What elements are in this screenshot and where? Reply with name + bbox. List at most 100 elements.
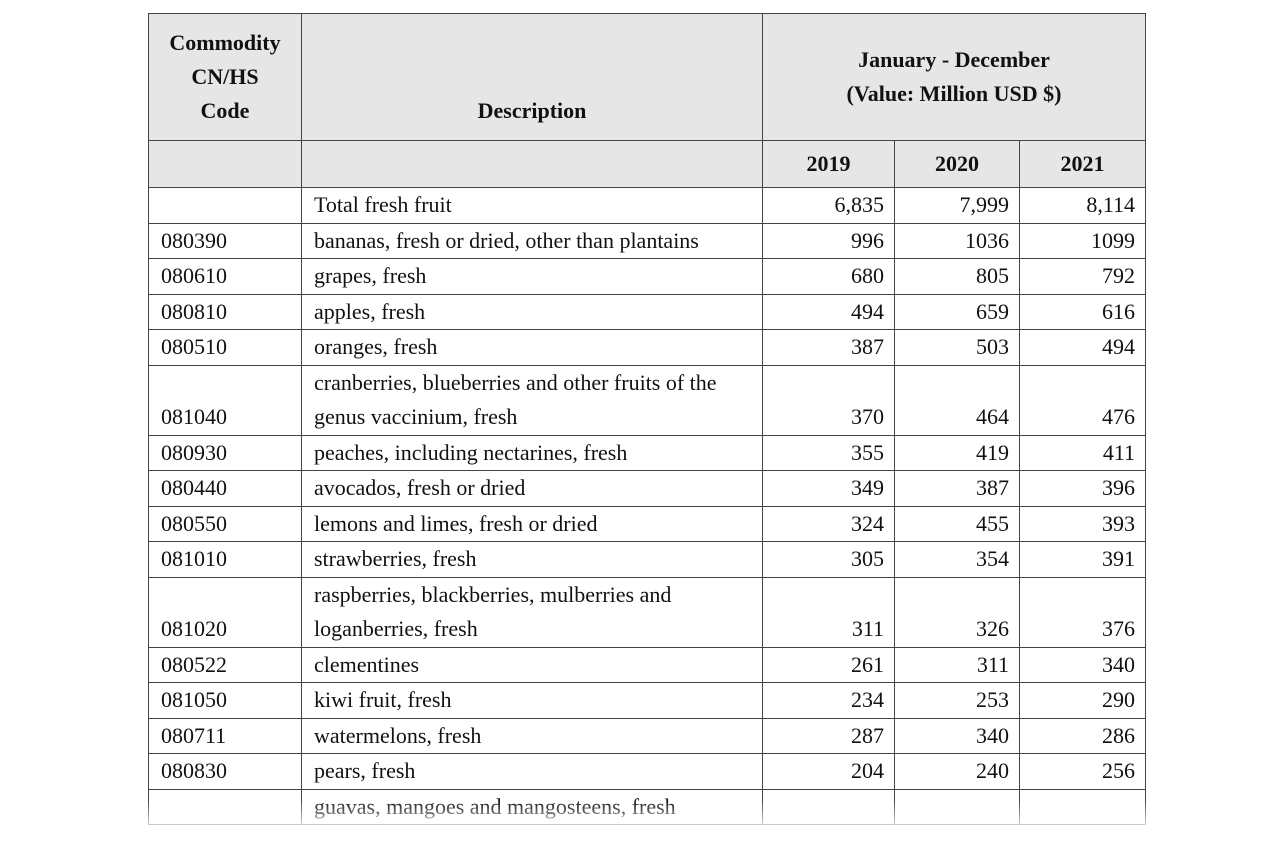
value-cell: 494	[762, 293, 895, 330]
year-header: 2020	[894, 140, 1020, 188]
code-cell: 080440	[148, 470, 302, 507]
table-row: 080930 peaches, including nectarines, fre…	[148, 434, 1147, 471]
description-cell: strawberries, fresh	[301, 541, 763, 578]
table-body: Total fresh fruit 6,835 7,999 8,114 080390 ba…	[148, 187, 1147, 825]
description-cell: watermelons, fresh	[301, 717, 763, 754]
value-cell: 326	[894, 576, 1020, 648]
year-header: 2019	[762, 140, 895, 188]
code-cell: 080830	[148, 753, 302, 790]
value-cell: 680	[762, 258, 895, 295]
header-row: 2019 2020 2021	[148, 140, 1147, 188]
code-cell: 081010	[148, 541, 302, 578]
description-cell: Total fresh fruit	[301, 187, 763, 224]
code-cell: 080390	[148, 222, 302, 259]
value-cell: 996	[762, 222, 895, 259]
table-row: 080522 clementines 261 311 340	[148, 646, 1147, 683]
code-cell: 080930	[148, 434, 302, 471]
code-cell: 081040	[148, 364, 302, 436]
header-row: Commodity CN/HS Code Description January…	[148, 13, 1147, 141]
value-cell: 419	[894, 434, 1020, 471]
header-line: Description	[477, 97, 587, 123]
description-cell: peaches, including nectarines, fresh	[301, 434, 763, 471]
value-cell: 659	[894, 293, 1020, 330]
description-cell: kiwi fruit, fresh	[301, 682, 763, 719]
header-line: (Value: Million USD $)	[846, 81, 1062, 106]
code-cell: 080711	[148, 717, 302, 754]
table-row: 080810 apples, fresh 494 659 616	[148, 293, 1147, 330]
value-cell: 805	[894, 258, 1020, 295]
table-row: Total fresh fruit 6,835 7,999 8,114	[148, 187, 1147, 224]
table-row: 081010 strawberries, fresh 305 354 391	[148, 541, 1147, 578]
value-cell: 305	[762, 541, 895, 578]
code-cell	[148, 187, 302, 224]
value-cell: 340	[1018, 646, 1147, 683]
value-cell: 354	[894, 541, 1020, 578]
description-cell: raspberries, blackberries, mulberries an…	[301, 576, 763, 648]
value-cell: 391	[1018, 541, 1147, 578]
data-table: Commodity CN/HS Code Description January…	[148, 13, 1147, 825]
header-line: Commodity	[169, 30, 281, 55]
code-cell: 081020	[148, 576, 302, 648]
table-row: 080550 lemons and limes, fresh or dried 32…	[148, 505, 1147, 542]
header-line: January - December	[858, 46, 1050, 72]
value-cell: 287	[762, 717, 895, 754]
value-cell: 234	[762, 682, 895, 719]
value-cell: 396	[1018, 470, 1147, 507]
value-cell: 253	[894, 682, 1020, 719]
header-line: Code	[200, 98, 250, 123]
code-cell: 080610	[148, 258, 302, 295]
description-cell: oranges, fresh	[301, 329, 763, 366]
value-cell: 616	[1018, 293, 1147, 330]
description-cell: apples, fresh	[301, 293, 763, 330]
description-cell: cranberries, blueberries and other fruit…	[301, 364, 763, 436]
value-cell: 1099	[1018, 222, 1147, 259]
value-cell: 387	[894, 470, 1020, 507]
value-cell: 387	[762, 329, 895, 366]
value-cell: 349	[762, 470, 895, 507]
value-cell: 324	[762, 505, 895, 542]
code-cell: 080550	[148, 505, 302, 542]
code-cell: 081050	[148, 682, 302, 719]
description-cell: bananas, fresh or dried, other than plan…	[301, 222, 763, 259]
value-cell: 494	[1018, 329, 1147, 366]
value-cell: 355	[762, 434, 895, 471]
description-cell: lemons and limes, fresh or dried	[301, 505, 763, 542]
value-cell: 8,114	[1018, 187, 1147, 224]
value-cell: 290	[1018, 682, 1147, 719]
description-cell: grapes, fresh	[301, 258, 763, 295]
code-cell: 080510	[148, 329, 302, 366]
code-cell: 080810	[148, 293, 302, 330]
code-header: Commodity CN/HS Code	[148, 13, 302, 141]
value-cell: 464	[894, 364, 1020, 436]
table-row: 080610 grapes, fresh 680 805 792	[148, 258, 1147, 295]
value-cell: 476	[1018, 364, 1147, 436]
fade-overlay	[0, 800, 1280, 853]
value-cell: 311	[762, 576, 895, 648]
value-cell: 311	[894, 646, 1020, 683]
value-cell: 393	[1018, 505, 1147, 542]
value-cell: 7,999	[894, 187, 1020, 224]
value-cell: 256	[1018, 753, 1147, 790]
table-row: 080510 oranges, fresh 387 503 494	[148, 329, 1147, 366]
table-header: Commodity CN/HS Code Description January…	[148, 13, 1147, 188]
description-cell: avocados, fresh or dried	[301, 470, 763, 507]
value-cell: 240	[894, 753, 1020, 790]
value-cell: 204	[762, 753, 895, 790]
year-header: 2021	[1018, 140, 1147, 188]
value-cell: 376	[1018, 576, 1147, 648]
table-row: 080711 watermelons, fresh 287 340 286	[148, 717, 1147, 754]
table-row: 080830 pears, fresh 204 240 256	[148, 753, 1147, 790]
value-cell: 370	[762, 364, 895, 436]
value-cell: 286	[1018, 717, 1147, 754]
table-row: 081050 kiwi fruit, fresh 234 253 290	[148, 682, 1147, 719]
value-cell: 792	[1018, 258, 1147, 295]
table-row: 081020 raspberries, blackberries, mulberr…	[148, 576, 1147, 648]
header-cell	[148, 140, 302, 188]
description-cell: clementines	[301, 646, 763, 683]
description-header: Description	[301, 13, 763, 141]
table-row: 080440 avocados, fresh or dried 349 387 396	[148, 470, 1147, 507]
value-cell: 1036	[894, 222, 1020, 259]
table-row: 080390 bananas, fresh or dried, other tha…	[148, 222, 1147, 259]
value-cell: 6,835	[762, 187, 895, 224]
